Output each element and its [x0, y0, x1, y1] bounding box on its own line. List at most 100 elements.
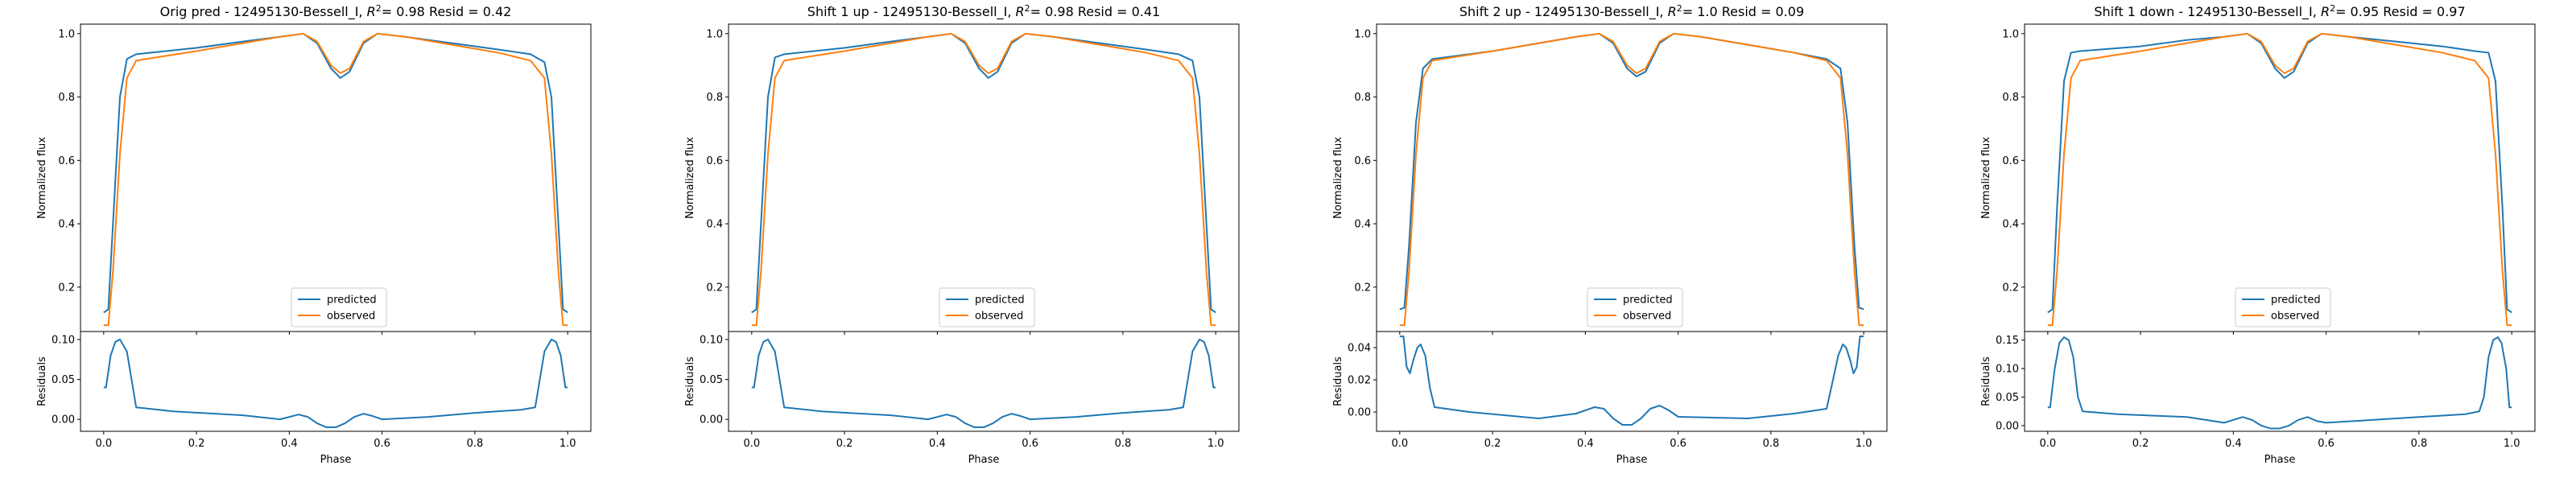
- phase-x-tick-label: 0.0: [95, 438, 112, 450]
- legend-label-predicted: predicted: [327, 294, 377, 307]
- flux-y-tick-label: 0.4: [58, 219, 75, 231]
- series-line-predicted: [2047, 32, 2512, 314]
- phase-x-tick-label: 0.6: [2318, 438, 2334, 450]
- flux-y-tick-label: 1.0: [1354, 28, 1371, 40]
- r-exponent: 2: [1677, 3, 1682, 14]
- legend-label-predicted: predicted: [2271, 294, 2321, 307]
- flux-y-tick-label: 0.6: [1354, 155, 1371, 167]
- series-line-predicted: [1399, 32, 1864, 311]
- legend-label-predicted: predicted: [1623, 294, 1673, 307]
- phase-x-tick-label: 0.4: [1577, 438, 1594, 450]
- phase-x-tick-label: 1.0: [559, 438, 576, 450]
- phase-x-tick-label: 0.6: [374, 438, 390, 450]
- residual-axes-frame: [2024, 331, 2536, 432]
- chart-title-r2: = 1.0 Resid = 0.09: [1682, 4, 1804, 19]
- residual-axes-frame: [80, 331, 592, 432]
- flux-y-tick-label: 0.4: [1354, 219, 1371, 231]
- r-symbol: R: [1668, 4, 1677, 19]
- chart-title-r2: = 0.98 Resid = 0.41: [1030, 4, 1161, 19]
- flux-y-tick-label: 0.6: [2002, 155, 2019, 167]
- legend-label-observed: observed: [1623, 311, 1671, 323]
- flux-y-axis-label: Normalized flux: [684, 137, 696, 219]
- phase-x-tick-label: 0.8: [1115, 438, 1132, 450]
- phase-x-axis-label: Phase: [968, 454, 1000, 466]
- chart-title-main: Shift 2 up - 12495130-Bessell_I,: [1459, 4, 1668, 20]
- phase-x-tick-label: 0.8: [1763, 438, 1780, 450]
- phase-x-tick-label: 1.0: [1208, 438, 1224, 450]
- phase-x-axis-label: Phase: [1616, 454, 1648, 466]
- flux-y-tick-label: 0.8: [2002, 92, 2019, 104]
- phase-x-axis-label: Phase: [320, 454, 352, 466]
- flux-y-tick-label: 1.0: [2002, 28, 2019, 40]
- legend-box: [1587, 287, 1683, 327]
- series-line-observed: [1399, 32, 1864, 327]
- flux-y-tick-label: 0.8: [706, 92, 723, 104]
- phase-x-tick-label: 0.0: [2039, 438, 2056, 450]
- flux-y-axis-label: Normalized flux: [1332, 137, 1344, 219]
- legend: predicted observed: [291, 287, 387, 327]
- chart-title-main: Shift 1 up - 12495130-Bessell_I,: [807, 4, 1016, 20]
- chart-panel-1: Orig pred - 12495130-Bessell_I, R2= 0.98…: [36, 3, 592, 466]
- phase-x-tick-label: 0.2: [2132, 438, 2149, 450]
- flux-y-axis-label: Normalized flux: [36, 137, 48, 219]
- residual-y-tick-label: 0.05: [52, 374, 75, 386]
- residual-y-axis-label: Residuals: [36, 356, 48, 406]
- flux-y-tick-label: 0.2: [58, 282, 75, 294]
- flux-y-tick-label: 1.0: [706, 28, 723, 40]
- chart-title-r2: = 0.95 Resid = 0.97: [2335, 4, 2466, 19]
- residual-line: [103, 338, 568, 429]
- chart-title: Shift 1 up - 12495130-Bessell_I, R2= 0.9…: [807, 3, 1160, 20]
- flux-y-tick-label: 0.4: [706, 219, 723, 231]
- phase-x-tick-label: 0.2: [1484, 438, 1501, 450]
- phase-x-tick-label: 0.6: [1670, 438, 1686, 450]
- phase-x-tick-label: 0.0: [1391, 438, 1408, 450]
- chart-title-main: Shift 1 down - 12495130-Bessell_I,: [2094, 4, 2321, 20]
- residual-line: [2047, 336, 2512, 430]
- legend-box: [291, 287, 387, 327]
- residual-line: [1399, 336, 1864, 426]
- legend-label-observed: observed: [2271, 311, 2319, 323]
- legend: predicted observed: [2235, 287, 2331, 327]
- r-exponent: 2: [2330, 3, 2335, 14]
- phase-x-tick-label: 0.6: [1022, 438, 1038, 450]
- legend: predicted observed: [939, 287, 1035, 327]
- residual-y-axis-label: Residuals: [684, 356, 696, 406]
- residual-y-tick-label: 0.00: [52, 414, 75, 426]
- residual-y-tick-label: 0.10: [1996, 364, 2019, 376]
- flux-y-tick-label: 0.4: [2002, 219, 2019, 231]
- chart-title-main: Orig pred - 12495130-Bessell_I,: [160, 4, 367, 20]
- phase-x-tick-label: 0.4: [281, 438, 298, 450]
- phase-x-tick-label: 0.4: [929, 438, 946, 450]
- residual-y-tick-label: 0.05: [700, 374, 723, 386]
- phase-x-tick-label: 0.2: [836, 438, 853, 450]
- residual-y-tick-label: 0.02: [1348, 375, 1371, 387]
- phase-x-tick-label: 1.0: [1856, 438, 1872, 450]
- series-line-predicted: [103, 32, 568, 314]
- residual-y-tick-label: 0.00: [700, 414, 723, 426]
- residual-axes-frame: [728, 331, 1240, 432]
- flux-y-axis-label: Normalized flux: [1980, 137, 1992, 219]
- residual-y-tick-label: 0.00: [1348, 407, 1371, 419]
- legend-box: [2235, 287, 2331, 327]
- phase-x-tick-label: 0.2: [188, 438, 205, 450]
- r-exponent: 2: [376, 3, 382, 14]
- phase-x-tick-label: 0.8: [2411, 438, 2428, 450]
- chart-panel-4: Shift 1 down - 12495130-Bessell_I, R2= 0…: [1980, 3, 2536, 466]
- chart-title: Shift 2 up - 12495130-Bessell_I, R2= 1.0…: [1459, 3, 1804, 20]
- residual-y-tick-label: 0.10: [52, 334, 75, 346]
- flux-y-tick-label: 0.2: [2002, 282, 2019, 294]
- legend-label-observed: observed: [975, 311, 1023, 323]
- phase-x-tick-label: 0.8: [467, 438, 484, 450]
- flux-y-tick-label: 0.2: [706, 282, 723, 294]
- chart-panel-2: Shift 1 up - 12495130-Bessell_I, R2= 0.9…: [684, 3, 1240, 466]
- series-line-observed: [2047, 32, 2512, 327]
- phase-x-axis-label: Phase: [2264, 454, 2296, 466]
- residual-y-tick-label: 0.05: [1996, 392, 2019, 404]
- legend-box: [939, 287, 1035, 327]
- series-line-predicted: [751, 32, 1216, 314]
- legend-label-predicted: predicted: [975, 294, 1025, 307]
- chart-title: Orig pred - 12495130-Bessell_I, R2= 0.98…: [160, 3, 512, 20]
- flux-y-tick-label: 0.2: [1354, 282, 1371, 294]
- residual-y-tick-label: 0.10: [700, 334, 723, 346]
